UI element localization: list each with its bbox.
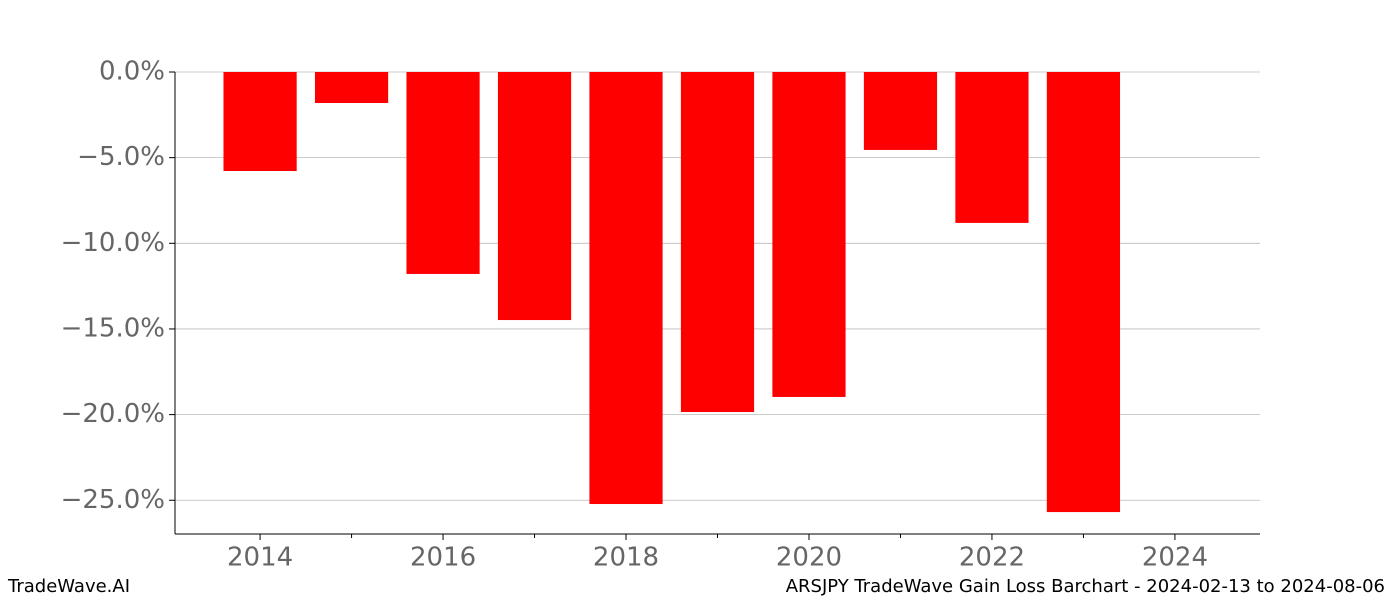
y-tick-label: −5.0% (77, 142, 165, 172)
bar (589, 72, 663, 505)
bar (406, 72, 480, 274)
bar (314, 72, 389, 104)
bar (497, 72, 572, 321)
y-tick-label: −15.0% (61, 313, 165, 343)
bar (223, 72, 297, 172)
x-tick-label: 2022 (959, 543, 1025, 573)
x-tick-label: 2024 (1142, 543, 1208, 573)
y-tick-label: −10.0% (61, 228, 165, 258)
y-tick-label: −20.0% (61, 399, 165, 429)
bar (863, 72, 938, 150)
watermark: TradeWave.AI (7, 576, 130, 597)
x-tick-label: 2018 (593, 543, 659, 573)
bar (1046, 72, 1121, 513)
x-tick-label: 2016 (410, 543, 476, 573)
x-tick-label: 2020 (776, 543, 842, 573)
bar (772, 72, 846, 397)
y-tick-label: 0.0% (99, 57, 165, 87)
bar (680, 72, 755, 413)
x-tick-label: 2014 (227, 543, 293, 573)
bar (955, 72, 1029, 223)
chart-title: ARSJPY TradeWave Gain Loss Barchart - 20… (786, 576, 1385, 597)
y-tick-label: −25.0% (61, 485, 165, 515)
